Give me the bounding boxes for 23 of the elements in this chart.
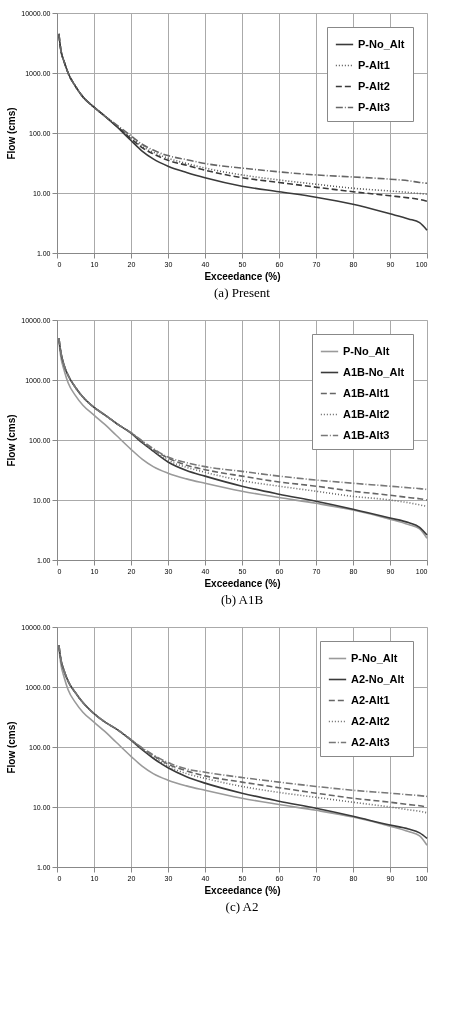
legend-label: P-No_Alt (351, 651, 398, 664)
text: (a) Present (214, 285, 271, 300)
legend-label: A2-No_Alt (351, 672, 405, 685)
legend-label: A1B-Alt1 (343, 386, 390, 399)
legend-label: P-No_Alt (358, 37, 405, 50)
legend-label: P-Alt2 (358, 79, 390, 92)
text: (b) A1B (220, 592, 264, 607)
x-axis-title: Exceedance (%) (204, 884, 281, 896)
legend-label: A2-Alt2 (351, 714, 390, 727)
legend-label: A2-Alt3 (351, 735, 390, 748)
legend-label: A1B-Alt2 (343, 407, 390, 420)
y-axis-title: Flow (cms) (6, 721, 18, 774)
legend-label: A2-Alt1 (351, 693, 390, 706)
legend-label: A1B-Alt3 (343, 428, 390, 441)
y-axis-title: Flow (cms) (6, 414, 18, 467)
y-axis-title: Flow (cms) (6, 107, 18, 160)
legend-label: P-Alt3 (358, 100, 390, 113)
legend-label: A1B-No_Alt (343, 365, 405, 378)
x-axis-title: Exceedance (%) (204, 270, 281, 282)
legend-label: P-No_Alt (343, 344, 390, 357)
text: (c) A2 (225, 899, 259, 914)
legend-label: P-Alt1 (358, 58, 390, 71)
x-axis-title: Exceedance (%) (204, 577, 281, 589)
